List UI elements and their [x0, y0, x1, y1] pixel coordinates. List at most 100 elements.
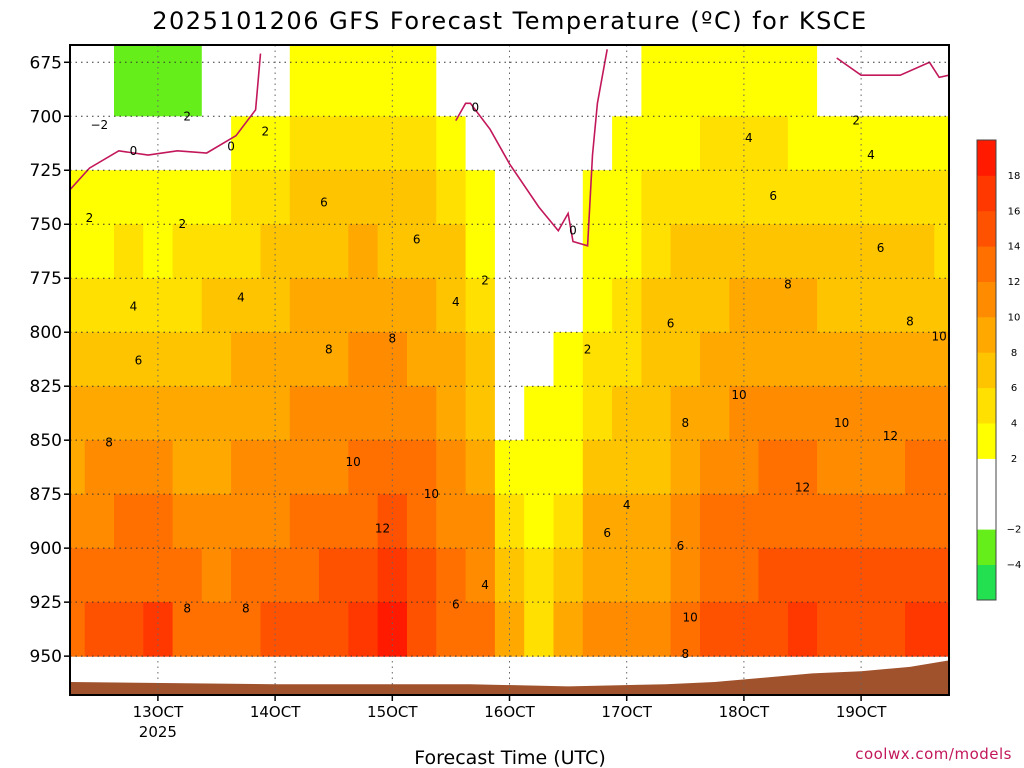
- temperature-cell: [758, 548, 789, 603]
- y-tick-label: 700: [30, 107, 62, 127]
- temperature-cell: [70, 602, 86, 657]
- x-tick-label: 16OCT: [484, 703, 535, 721]
- colorbar-segment: [977, 316, 996, 353]
- temperature-cell: [465, 386, 496, 441]
- temperature-cell: [114, 332, 144, 387]
- temperature-cell: [172, 170, 203, 225]
- temperature-cell: [172, 116, 203, 171]
- temperature-cell: [524, 440, 555, 495]
- temperature-cell: [143, 548, 174, 603]
- temperature-cell: [465, 548, 496, 603]
- colorbar-segment: [977, 458, 996, 495]
- temperature-cell: [172, 278, 203, 333]
- temperature-cell: [700, 494, 730, 549]
- x-axis-label: Forecast Time (UTC): [414, 747, 605, 768]
- temperature-cell: [348, 548, 379, 603]
- contour-label: 12: [883, 429, 898, 443]
- temperature-cell: [817, 332, 847, 387]
- temperature-cell: [143, 278, 174, 333]
- temperature-cell: [436, 332, 467, 387]
- contour-label: 12: [375, 522, 390, 536]
- temperature-cell: [582, 386, 613, 441]
- temperature-cell: [524, 602, 555, 657]
- temperature-cell: [201, 386, 232, 441]
- contour-label: 4: [745, 131, 753, 145]
- temperature-cell: [905, 386, 935, 441]
- colorbar-label: 12: [1008, 277, 1021, 288]
- temperature-cell: [84, 45, 115, 117]
- colorbar-frame: [976, 139, 997, 601]
- temperature-cell: [758, 224, 789, 279]
- temperature-cell: [231, 386, 261, 441]
- temperature-cell: [817, 224, 847, 279]
- temperature-cell: [319, 45, 349, 117]
- temperature-cell: [319, 602, 349, 657]
- contour-label: 2: [584, 343, 592, 357]
- y-tick-label: 825: [30, 377, 62, 397]
- chart-title: 2025101206 GFS Forecast Temperature (ºC)…: [152, 7, 867, 35]
- temperature-cell: [582, 224, 613, 279]
- temperature-cell: [201, 170, 232, 225]
- temperature-cell: [846, 278, 877, 333]
- x-tick-label: 14OCT: [250, 703, 301, 721]
- temperature-cell: [172, 224, 203, 279]
- temperature-cell: [260, 494, 291, 549]
- zero-isotherm-line: [70, 53, 262, 191]
- temperature-cell: [846, 440, 877, 495]
- temperature-cell: [407, 548, 437, 603]
- temperature-cell: [905, 440, 935, 495]
- temperature-cell: [582, 440, 613, 495]
- contour-label: 6: [667, 317, 675, 331]
- colorbar-segment: [977, 564, 996, 601]
- temperature-cell: [817, 278, 847, 333]
- x-tick-label: 13OCT: [133, 703, 184, 721]
- contour-label: 2: [178, 217, 186, 231]
- temperature-cell: [319, 548, 349, 603]
- temperature-cell: [641, 278, 672, 333]
- temperature-cell: [524, 116, 555, 171]
- temperature-cell: [553, 116, 584, 171]
- temperature-cell: [348, 602, 379, 657]
- terrain-fill: [70, 660, 949, 695]
- temperature-cell: [758, 45, 789, 117]
- temperature-cell: [524, 494, 555, 549]
- temperature-cell: [465, 440, 496, 495]
- temperature-cell: [700, 278, 730, 333]
- temperature-cell: [201, 116, 232, 171]
- temperature-cell: [670, 278, 701, 333]
- temperature-cell: [700, 45, 730, 117]
- temperature-cell: [670, 224, 701, 279]
- temperature-cell: [787, 602, 818, 657]
- temperature-cell: [934, 386, 949, 441]
- temperature-cell: [289, 440, 320, 495]
- temperature-cell: [934, 45, 949, 117]
- contour-label: 6: [135, 353, 143, 367]
- temperature-cell: [114, 224, 144, 279]
- temperature-cell: [319, 494, 349, 549]
- temperature-cell: [670, 602, 701, 657]
- temperature-cell: [201, 278, 232, 333]
- temperature-cell: [201, 548, 232, 603]
- contour-label: 0: [130, 144, 138, 158]
- temperature-cell: [494, 548, 525, 603]
- temperature-cell: [817, 170, 847, 225]
- temperature-cell: [494, 116, 525, 171]
- temperature-cell: [641, 116, 672, 171]
- temperature-cell: [70, 278, 86, 333]
- colorbar-segment: [977, 210, 996, 247]
- temperature-cell: [407, 494, 437, 549]
- temperature-cell: [875, 602, 906, 657]
- temperature-cell: [231, 494, 261, 549]
- temperature-cell: [846, 494, 877, 549]
- temperature-cell: [231, 548, 261, 603]
- contour-label: 6: [320, 196, 328, 210]
- temperature-cell: [641, 45, 672, 117]
- temperature-cell: [787, 224, 818, 279]
- x-tick-label: 15OCT: [367, 703, 418, 721]
- contour-label: 0: [569, 224, 577, 238]
- temperature-cell: [641, 548, 672, 603]
- y-tick-label: 950: [30, 647, 62, 667]
- y-tick-label: 675: [30, 53, 62, 73]
- contour-label: 10: [424, 487, 439, 501]
- temperature-cell: [612, 440, 642, 495]
